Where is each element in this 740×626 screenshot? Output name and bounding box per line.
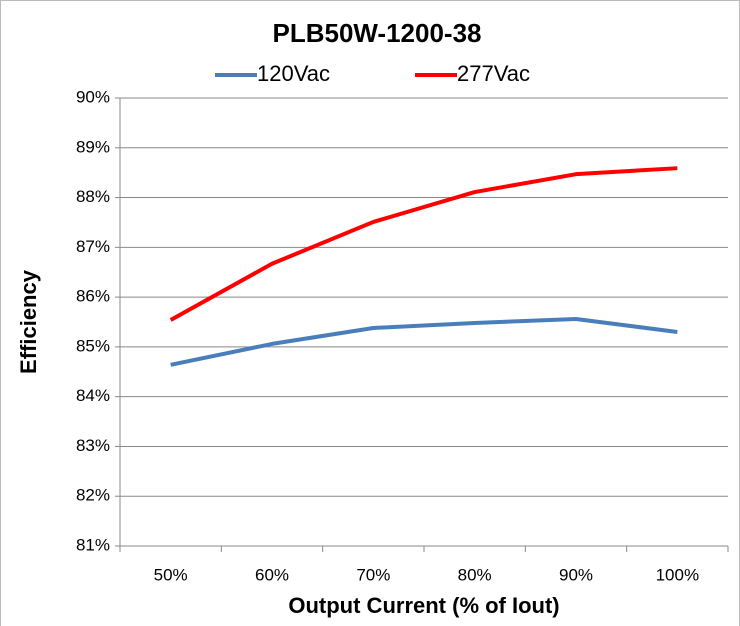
y-tick-label: 87% — [76, 237, 110, 256]
series-line — [169, 166, 678, 322]
legend-label: 120Vac — [257, 61, 330, 86]
y-tick-label: 85% — [76, 336, 110, 355]
x-tick-label: 50% — [154, 565, 188, 584]
y-tick-label: 88% — [76, 187, 110, 206]
x-tick-label: 90% — [559, 565, 593, 584]
x-tick-label: 70% — [356, 565, 390, 584]
x-tick-label: 100% — [656, 565, 699, 584]
chart-title: PLB50W-1200-38 — [272, 18, 481, 48]
y-tick-label: 81% — [76, 535, 110, 554]
legend-label: 277Vac — [457, 61, 530, 86]
y-tick-label: 86% — [76, 287, 110, 306]
x-tick-label: 80% — [458, 565, 492, 584]
y-tick-label: 89% — [76, 137, 110, 156]
y-axis-title: Efficiency — [16, 269, 41, 374]
y-tick-label: 84% — [76, 386, 110, 405]
y-tick-label: 82% — [76, 486, 110, 505]
series-line — [170, 317, 678, 367]
x-axis-title: Output Current (% of Iout) — [288, 593, 559, 618]
y-tick-label: 90% — [76, 87, 110, 106]
y-tick-label: 83% — [76, 436, 110, 455]
x-tick-label: 60% — [255, 565, 289, 584]
